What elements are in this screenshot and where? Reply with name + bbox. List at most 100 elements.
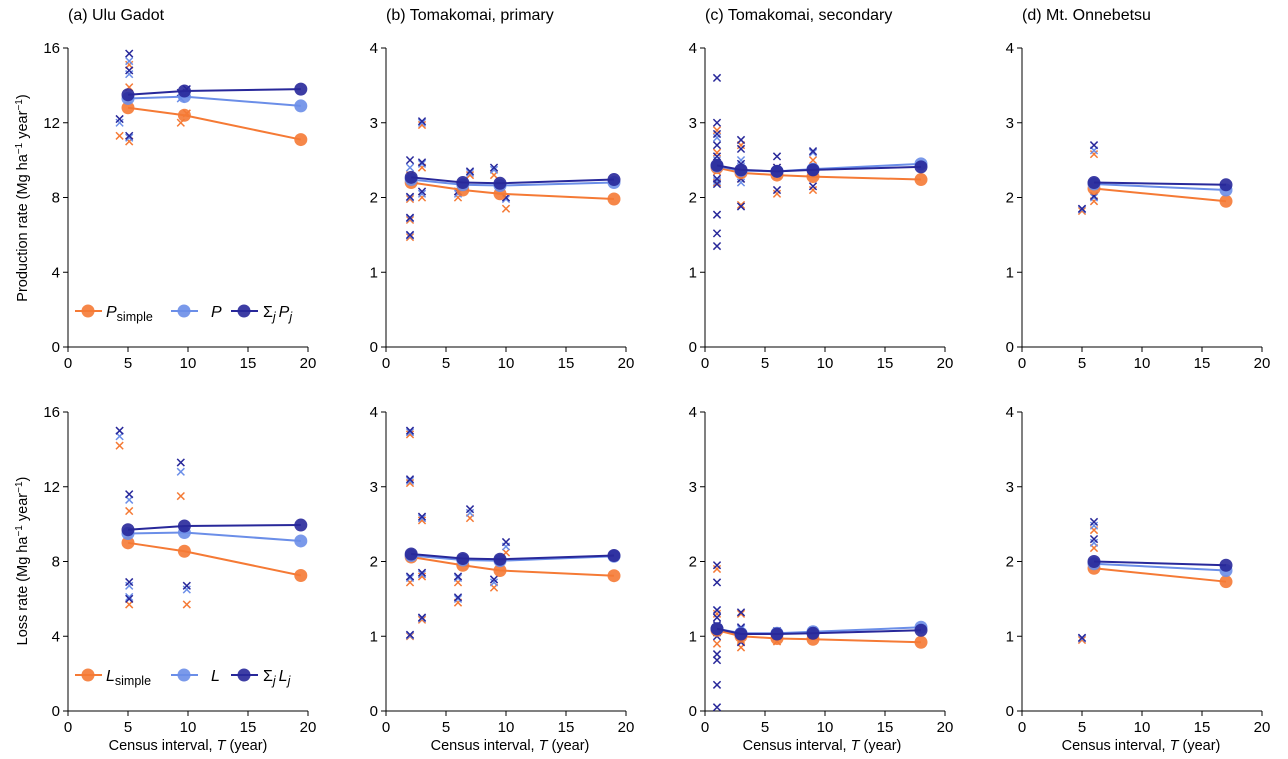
data-point-simple bbox=[493, 563, 507, 577]
panel-title-a: (a) Ulu Gadot bbox=[68, 7, 165, 24]
data-cross-sum bbox=[176, 458, 185, 467]
data-cross-simple bbox=[115, 441, 124, 450]
data-cross-total bbox=[125, 56, 134, 66]
data-cross-sum bbox=[1089, 517, 1099, 527]
data-point-sum bbox=[121, 523, 135, 537]
y-tick-label: 8 bbox=[52, 554, 60, 571]
data-cross-sum bbox=[182, 581, 191, 590]
series-line-sum bbox=[127, 88, 301, 96]
data-point-sum bbox=[806, 626, 820, 640]
y-tick-label: 16 bbox=[43, 404, 60, 421]
series-line-simple bbox=[127, 106, 302, 141]
data-cross-simple bbox=[808, 155, 818, 165]
y-tick-label: 4 bbox=[52, 628, 60, 645]
data-cross-simple bbox=[405, 430, 415, 439]
data-cross-sum bbox=[405, 230, 415, 240]
data-point-sum bbox=[294, 82, 308, 96]
series-line-total bbox=[127, 95, 301, 107]
series-line-simple bbox=[1093, 567, 1227, 583]
data-cross-sum bbox=[405, 475, 415, 484]
data-cross-total bbox=[465, 168, 475, 177]
data-cross-total bbox=[1089, 193, 1099, 202]
x-tick-label: 10 bbox=[1134, 719, 1151, 736]
data-cross-sum bbox=[125, 577, 134, 587]
data-cross-simple bbox=[417, 572, 427, 581]
data-point-simple bbox=[121, 101, 135, 115]
data-cross-total bbox=[417, 570, 427, 579]
data-cross-sum bbox=[712, 613, 722, 622]
data-point-sum bbox=[734, 627, 748, 641]
data-cross-simple bbox=[405, 232, 415, 242]
data-cross-total bbox=[115, 118, 124, 127]
data-cross-sum bbox=[712, 561, 722, 570]
legend-label-p: P bbox=[211, 304, 222, 321]
x-tick-label: 0 bbox=[1018, 355, 1026, 372]
panel-a-production: 0 5 10 15 20 0 4 8 12 16 bbox=[43, 40, 316, 372]
x-tick-label: 15 bbox=[877, 719, 894, 736]
data-point-sum bbox=[914, 160, 928, 174]
data-point-simple bbox=[914, 173, 928, 187]
x-tick-label: 20 bbox=[1254, 719, 1271, 736]
panel-c-loss: 0 5 10 15 20 0 1 2 3 4 bbox=[689, 404, 954, 736]
x-tick-label: 5 bbox=[761, 719, 769, 736]
data-cross-simple bbox=[125, 506, 134, 516]
y-tick-label: 8 bbox=[52, 190, 60, 207]
x-tick-label: 5 bbox=[442, 719, 450, 736]
data-point-sum bbox=[710, 622, 724, 636]
y-tick-label: 0 bbox=[689, 339, 697, 356]
data-cross-simple bbox=[736, 200, 746, 210]
legend-marker-p bbox=[177, 304, 191, 318]
data-cross-simple bbox=[808, 185, 818, 195]
x-tick-label: 20 bbox=[300, 355, 317, 372]
data-cross-total bbox=[417, 159, 427, 168]
series-line-total bbox=[411, 178, 615, 187]
series-line-sum bbox=[1093, 181, 1227, 186]
y-tick-label: 0 bbox=[1006, 339, 1014, 356]
data-cross-simple bbox=[712, 126, 722, 135]
y-tick-label: 4 bbox=[370, 404, 378, 421]
data-point-sum bbox=[734, 163, 748, 177]
data-point-sum bbox=[1219, 558, 1233, 572]
x-tick-label: 20 bbox=[937, 719, 954, 736]
data-cross-sum bbox=[1077, 204, 1087, 213]
panel-b-production: 0 5 10 15 20 0 1 2 3 4 bbox=[370, 40, 635, 372]
data-point-sum bbox=[404, 170, 418, 184]
data-point-sum bbox=[607, 173, 621, 187]
y-tick-label: 1 bbox=[1006, 628, 1014, 645]
series-line-sum bbox=[411, 553, 615, 561]
data-point-simple bbox=[1219, 575, 1233, 589]
data-cross-total bbox=[417, 118, 427, 127]
data-cross-total bbox=[489, 578, 499, 587]
legend-marker-l-simple bbox=[81, 668, 95, 682]
data-point-simple bbox=[121, 536, 135, 550]
x-tick-label: 5 bbox=[124, 719, 132, 736]
data-cross-simple bbox=[405, 478, 415, 488]
data-cross-sum bbox=[712, 605, 722, 615]
series-line-sum bbox=[127, 524, 301, 531]
y-tick-label: 1 bbox=[1006, 264, 1014, 281]
data-cross-sum bbox=[712, 118, 722, 127]
data-point-sum bbox=[806, 163, 820, 177]
data-cross-simple bbox=[712, 639, 722, 648]
data-cross-sum bbox=[405, 213, 415, 222]
data-cross-sum bbox=[453, 572, 463, 581]
data-point-sum bbox=[1087, 176, 1101, 190]
x-tick-label: 5 bbox=[442, 355, 450, 372]
x-tick-label: 10 bbox=[180, 355, 197, 372]
y-tick-label: 0 bbox=[370, 703, 378, 720]
y-tick-label: 1 bbox=[689, 264, 697, 281]
data-cross-simple bbox=[417, 516, 427, 525]
y-tick-label: 2 bbox=[370, 190, 378, 207]
data-cross-total bbox=[453, 594, 463, 604]
panel-d-loss: 0 5 10 15 20 0 1 2 3 4 bbox=[1006, 404, 1271, 736]
x-tick-label: 10 bbox=[498, 355, 515, 372]
data-cross-total bbox=[736, 178, 746, 187]
data-point-sum bbox=[770, 627, 784, 641]
data-cross-total bbox=[453, 573, 463, 583]
data-cross-sum bbox=[453, 593, 463, 602]
data-cross-sum bbox=[736, 608, 746, 617]
data-cross-sum bbox=[115, 426, 124, 435]
data-cross-simple bbox=[115, 131, 124, 140]
series-line-sum bbox=[1093, 560, 1227, 567]
data-cross-total bbox=[712, 133, 722, 142]
